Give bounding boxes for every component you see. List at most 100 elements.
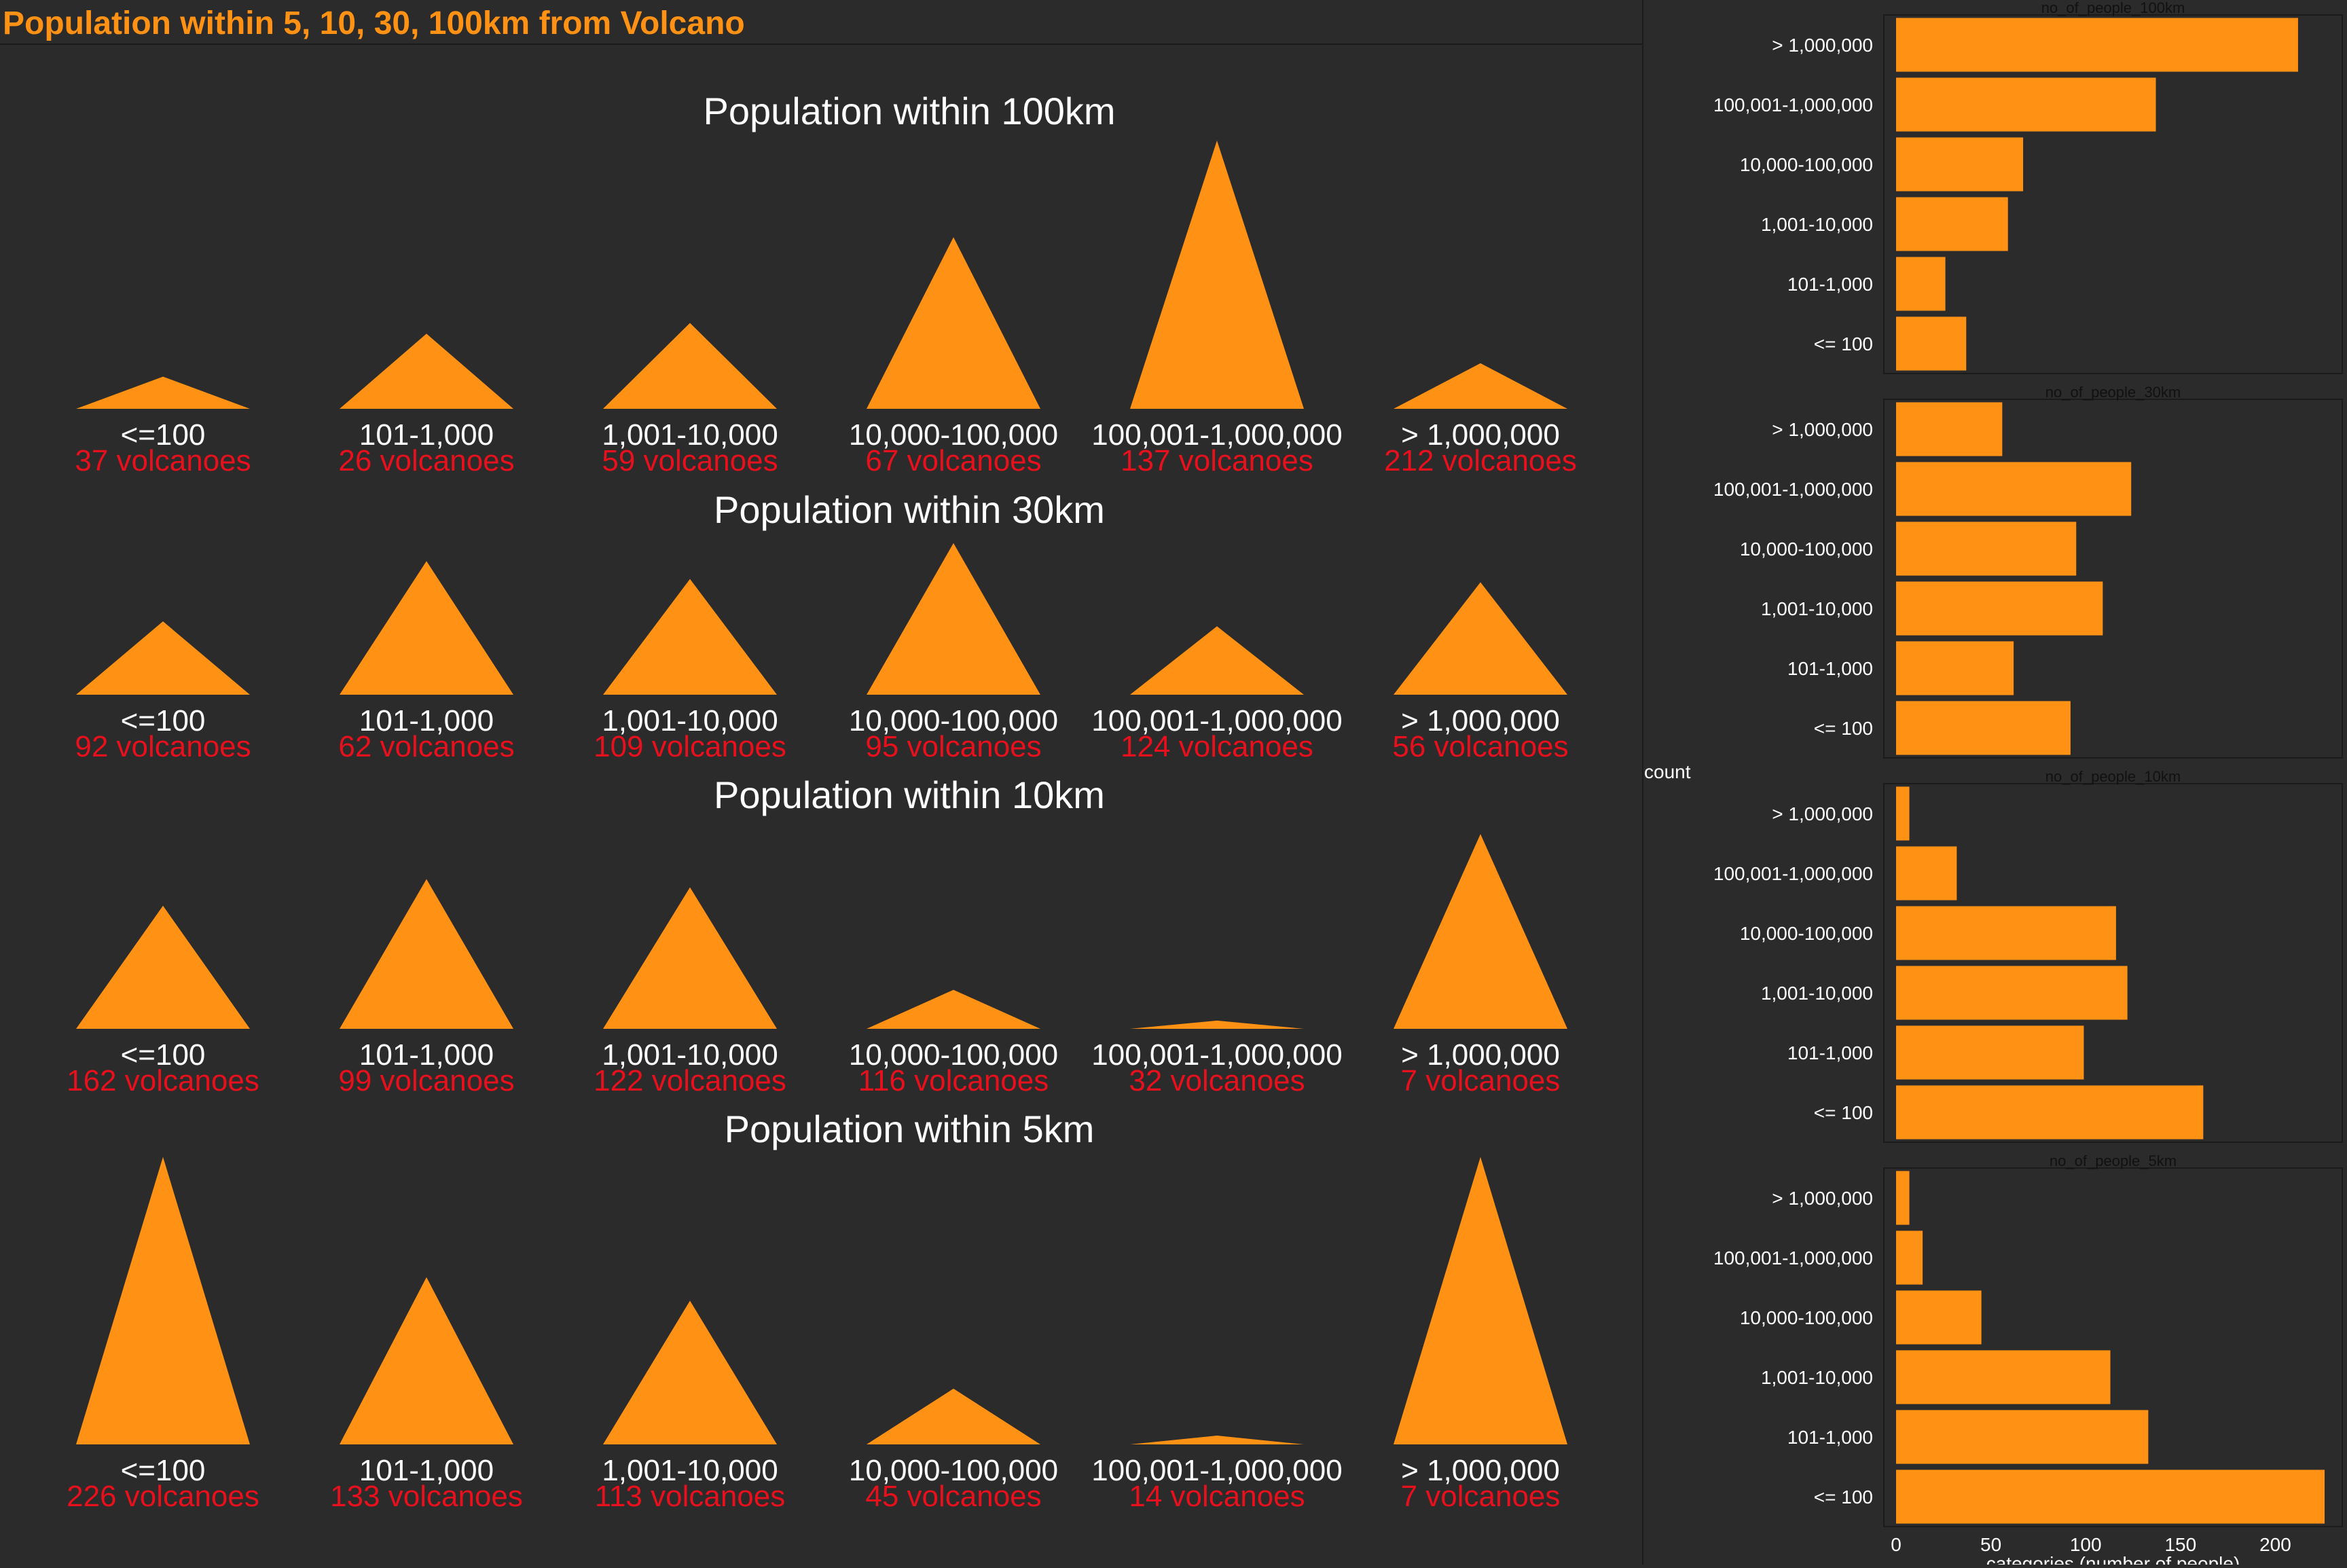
dashboard-title: Population within 5, 10, 30, 100km from … bbox=[0, 3, 1642, 45]
volcano-count-label: 37 volcanoes bbox=[75, 444, 251, 477]
x-axis-title: categories (number of people) bbox=[1986, 1553, 2240, 1565]
bar-category-label: <= 100 bbox=[1814, 1102, 1873, 1123]
facet-no_of_people_30km: no_of_people_30km > 1,000,000 100,001-1,00… bbox=[1713, 384, 2343, 759]
bar-category-label: 1,001-10,000 bbox=[1761, 1367, 1873, 1388]
bar-category-label: 101-1,000 bbox=[1787, 658, 1873, 679]
volcano-count-label: 32 volcanoes bbox=[1129, 1064, 1305, 1097]
volcano-triangle-panel: Population within 100km <=100 37 volcanoes… bbox=[0, 46, 1642, 1565]
bar-category-label: 10,000-100,000 bbox=[1740, 1307, 1873, 1328]
volcano-count-label: 109 volcanoes bbox=[594, 730, 786, 763]
category-label: 100,001-1,000,000 bbox=[1091, 1454, 1342, 1487]
volcano-count-label: 7 volcanoes bbox=[1401, 1480, 1561, 1513]
category-label: 1,001-10,000 bbox=[602, 418, 778, 452]
bar-category-label: > 1,000,000 bbox=[1772, 419, 1873, 440]
bar bbox=[1896, 846, 1957, 900]
bar bbox=[1896, 522, 2077, 576]
bar bbox=[1896, 137, 2024, 192]
bar bbox=[1896, 462, 2132, 516]
category-label: 100,001-1,000,000 bbox=[1091, 704, 1342, 737]
category-label: > 1,000,000 bbox=[1401, 704, 1560, 737]
volcano-triangle bbox=[1394, 582, 1567, 695]
bar bbox=[1896, 197, 2008, 251]
volcano-triangle bbox=[867, 543, 1040, 695]
facet-no_of_people_5km: no_of_people_5km > 1,000,000 100,001-1,000… bbox=[1713, 1152, 2343, 1527]
x-tick-label: 50 bbox=[1980, 1534, 2001, 1555]
volcano-triangle bbox=[1394, 1156, 1567, 1444]
category-label: > 1,000,000 bbox=[1401, 418, 1560, 452]
bar bbox=[1896, 18, 2298, 72]
volcano-count-label: 45 volcanoes bbox=[865, 1480, 1041, 1513]
bar bbox=[1896, 1350, 2111, 1404]
category-label: <=100 bbox=[121, 418, 206, 452]
volcano-triangle bbox=[867, 1388, 1040, 1444]
bar-category-label: 10,000-100,000 bbox=[1740, 923, 1873, 944]
category-label: 100,001-1,000,000 bbox=[1091, 418, 1342, 452]
volcano-count-label: 56 volcanoes bbox=[1392, 730, 1568, 763]
volcano-triangle bbox=[603, 887, 777, 1029]
facet-strip-title: no_of_people_10km bbox=[2045, 768, 2181, 785]
volcano-triangle bbox=[867, 989, 1040, 1029]
bar-category-label: 1,001-10,000 bbox=[1761, 983, 1873, 1004]
volcano-triangle bbox=[76, 905, 250, 1029]
volcano-triangle bbox=[76, 1156, 250, 1444]
volcano-triangle bbox=[1394, 834, 1567, 1029]
bar-category-label: <= 100 bbox=[1814, 1487, 1873, 1508]
bar-category-label: > 1,000,000 bbox=[1772, 1188, 1873, 1209]
volcano-count-label: 62 volcanoes bbox=[338, 730, 514, 763]
bar bbox=[1896, 906, 2116, 960]
bar bbox=[1896, 641, 2014, 695]
volcano-triangle bbox=[1130, 626, 1304, 695]
bar bbox=[1896, 1410, 2149, 1464]
volcano-count-label: 26 volcanoes bbox=[338, 444, 514, 477]
volcano-triangle bbox=[603, 323, 777, 409]
bar-category-label: 1,001-10,000 bbox=[1761, 598, 1873, 619]
category-label: 101-1,000 bbox=[359, 1038, 494, 1072]
x-tick-label: 100 bbox=[2070, 1534, 2102, 1555]
x-tick-label: 200 bbox=[2259, 1534, 2291, 1555]
facet-bar-charts: no_of_people_100km > 1,000,000 100,001-1,0… bbox=[1644, 0, 2343, 1568]
bar-category-label: 101-1,000 bbox=[1787, 1427, 1873, 1448]
volcano-count-label: 95 volcanoes bbox=[865, 730, 1041, 763]
category-label: 1,001-10,000 bbox=[602, 1038, 778, 1072]
volcano-count-label: 162 volcanoes bbox=[67, 1064, 259, 1097]
volcano-triangle bbox=[1394, 363, 1567, 409]
bar-category-label: <= 100 bbox=[1814, 718, 1873, 739]
category-label: 10,000-100,000 bbox=[849, 1038, 1058, 1072]
category-label: <=100 bbox=[121, 704, 206, 737]
facet-no_of_people_10km: no_of_people_10km > 1,000,000 100,001-1,00… bbox=[1713, 768, 2343, 1143]
volcano-triangle bbox=[603, 1300, 777, 1444]
bar-category-label: > 1,000,000 bbox=[1772, 35, 1873, 56]
volcano-triangle bbox=[340, 1277, 513, 1444]
bar-category-label: 100,001-1,000,000 bbox=[1713, 1247, 1873, 1269]
volcano-triangle bbox=[1130, 1436, 1304, 1444]
bar bbox=[1896, 257, 1946, 311]
bar bbox=[1896, 1025, 2084, 1080]
bar-category-label: 10,000-100,000 bbox=[1740, 154, 1873, 175]
volcano-count-label: 14 volcanoes bbox=[1129, 1480, 1305, 1513]
facet-panel-border bbox=[1883, 399, 2343, 759]
facet-panel-border bbox=[1883, 783, 2343, 1143]
volcano-triangle bbox=[1130, 141, 1304, 409]
volcano-triangle bbox=[603, 579, 777, 695]
triangle-chart-title: Population within 100km bbox=[703, 90, 1115, 132]
bar bbox=[1896, 402, 2003, 456]
bar-category-label: <= 100 bbox=[1814, 333, 1873, 354]
category-label: 101-1,000 bbox=[359, 1454, 494, 1487]
bar bbox=[1896, 966, 2128, 1020]
bar bbox=[1896, 1085, 2204, 1139]
bar bbox=[1896, 581, 2103, 636]
category-label: 100,001-1,000,000 bbox=[1091, 1038, 1342, 1072]
category-label: 101-1,000 bbox=[359, 418, 494, 452]
category-label: 1,001-10,000 bbox=[602, 1454, 778, 1487]
volcano-count-label: 7 volcanoes bbox=[1401, 1064, 1561, 1097]
volcano-count-label: 67 volcanoes bbox=[865, 444, 1041, 477]
volcano-triangle bbox=[76, 376, 250, 409]
volcano-triangle bbox=[340, 333, 513, 409]
category-label: 10,000-100,000 bbox=[849, 418, 1058, 452]
volcano-count-label: 59 volcanoes bbox=[602, 444, 778, 477]
volcano-count-label: 212 volcanoes bbox=[1384, 444, 1577, 477]
bar-category-label: 101-1,000 bbox=[1787, 274, 1873, 295]
bar-category-label: > 1,000,000 bbox=[1772, 803, 1873, 824]
bar bbox=[1896, 1470, 2325, 1524]
